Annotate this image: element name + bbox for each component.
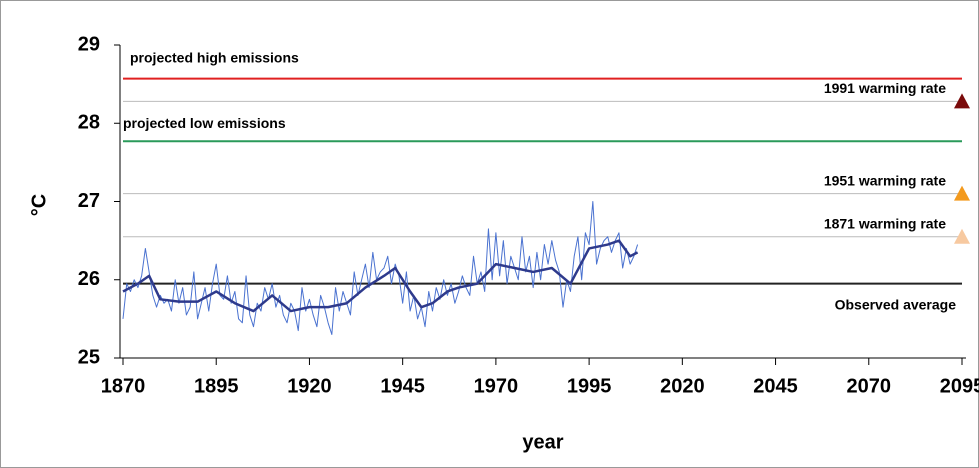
marker-label: 1871 warming rate: [824, 215, 946, 231]
x-tick-label: 1895: [194, 375, 239, 397]
x-tick-label: 1970: [474, 375, 519, 397]
marker-triangle: [954, 228, 970, 244]
data-line: [122, 201, 639, 336]
marker-label: 1951 warming rate: [824, 172, 946, 188]
y-tick-label: 28: [78, 112, 100, 134]
y-tick-label: 25: [78, 346, 100, 368]
marker-triangle: [954, 93, 970, 109]
x-tick-label: 1995: [567, 375, 612, 397]
y-tick-label: 27: [78, 190, 100, 212]
data-line: [122, 239, 639, 313]
x-tick-label: 2045: [753, 375, 798, 397]
x-tick-label: 1920: [287, 375, 332, 397]
marker-triangle: [954, 185, 970, 201]
x-tick-label: 1945: [380, 375, 425, 397]
x-tick-label: 2095: [940, 375, 979, 397]
reference-label: projected low emissions: [123, 115, 286, 131]
x-tick-label: 2070: [847, 375, 892, 397]
y-tick-label: 29: [78, 33, 100, 55]
reference-label: Observed average: [835, 296, 957, 312]
x-tick-label: 1870: [101, 375, 146, 397]
y-tick-label: 26: [78, 268, 100, 290]
reference-label: projected high emissions: [130, 49, 299, 65]
y-axis-label: °C: [28, 194, 50, 216]
x-axis-label: year: [522, 431, 563, 453]
x-tick-label: 2020: [660, 375, 705, 397]
marker-label: 1991 warming rate: [824, 80, 946, 96]
